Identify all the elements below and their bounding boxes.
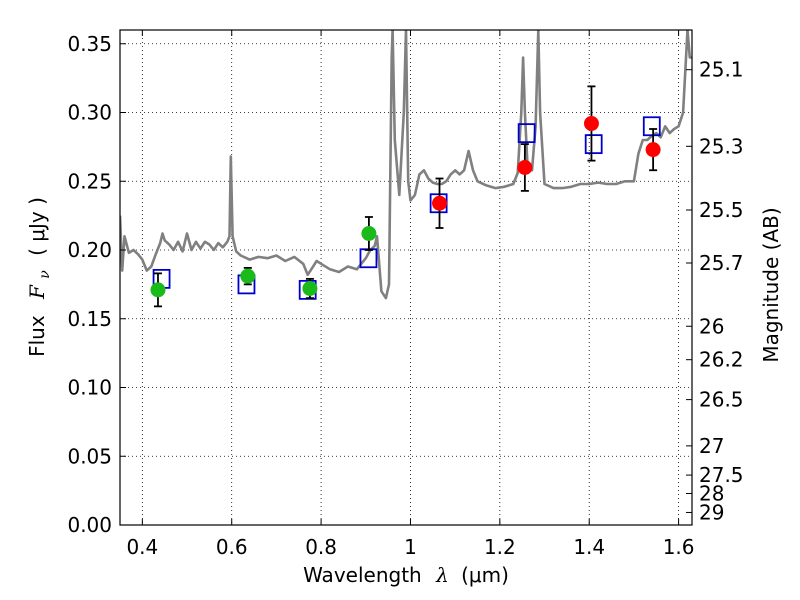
magnitude-tick-label: 26.5 <box>699 388 744 412</box>
magnitude-tick-label: 26 <box>699 314 724 338</box>
x-tick-label: 1.6 <box>663 535 695 559</box>
x-tick-label: 0.6 <box>216 535 248 559</box>
y-tick-label: 0.20 <box>67 238 112 262</box>
magnitude-tick-label: 26.2 <box>699 348 744 372</box>
y-axis-label-symbol: F <box>25 284 49 300</box>
y-tick-label: 0.30 <box>67 101 112 125</box>
x-tick-label: 1 <box>404 535 417 559</box>
model-photometry-square <box>584 134 603 155</box>
y-tick-label: 0.15 <box>67 307 112 331</box>
plot-frame <box>119 29 693 526</box>
magnitude-tick-label: 25.3 <box>699 134 744 158</box>
x-axis-label-main: Wavelength <box>303 563 422 587</box>
magnitude-tick-label: 25.7 <box>699 251 744 275</box>
magnitude-tick-label: 27.5 <box>699 463 744 487</box>
right-axis-label: Magnitude (AB) <box>759 207 783 362</box>
x-tick-labels: 0.4 0.6 0.8 1 1.2 1.4 1.6 <box>126 535 694 559</box>
y-axis-label: Flux F ν ( μJy ) <box>25 197 54 357</box>
x-tick-label: 1.4 <box>573 535 605 559</box>
observed-flux-point <box>361 226 377 241</box>
observed-flux-point <box>583 116 599 131</box>
magnitude-tick-label: 29 <box>699 500 724 524</box>
x-tick-label: 1.2 <box>484 535 516 559</box>
observed-flux-point <box>432 195 448 211</box>
observed-flux-point <box>150 282 166 298</box>
y-tick-label: 0.35 <box>67 32 112 56</box>
magnitude-tick-label: 25.1 <box>699 58 744 82</box>
plot-layer <box>120 30 692 308</box>
magnitude-tick-label: 28 <box>699 482 724 506</box>
y-axis-label-unit: ( μJy ) <box>25 197 49 256</box>
observed-flux-point <box>517 160 533 175</box>
observed-flux-point <box>302 281 318 296</box>
y-axis-label-main: Flux <box>25 315 49 357</box>
model-photometry-square <box>642 116 661 137</box>
x-axis-label-unit: (μm) <box>461 563 509 587</box>
magnitude-tick-label: 27 <box>699 434 724 458</box>
y-axis-label-subscript: ν <box>37 270 53 279</box>
y-tick-label: 0.05 <box>67 444 112 468</box>
x-axis-label: Wavelength λ (μm) <box>303 563 509 587</box>
x-tick-label: 0.8 <box>305 535 337 559</box>
observed-flux-point <box>240 268 256 284</box>
x-axis-label-symbol: λ <box>435 563 449 587</box>
observed-flux-point <box>645 142 661 158</box>
y-tick-label: 0.25 <box>67 169 112 193</box>
x-tick-label: 0.4 <box>126 535 158 559</box>
magnitude-tick-label: 25.5 <box>699 198 744 222</box>
tick-marks <box>120 30 692 526</box>
y-tick-labels: 0.00 0.05 0.10 0.15 0.20 0.25 0.30 0.35 <box>67 32 112 537</box>
y-tick-label: 0.10 <box>67 376 112 400</box>
y-tick-label: 0.00 <box>67 513 112 537</box>
model-spectrum-line <box>120 30 692 300</box>
model-photometry-square <box>517 123 536 144</box>
